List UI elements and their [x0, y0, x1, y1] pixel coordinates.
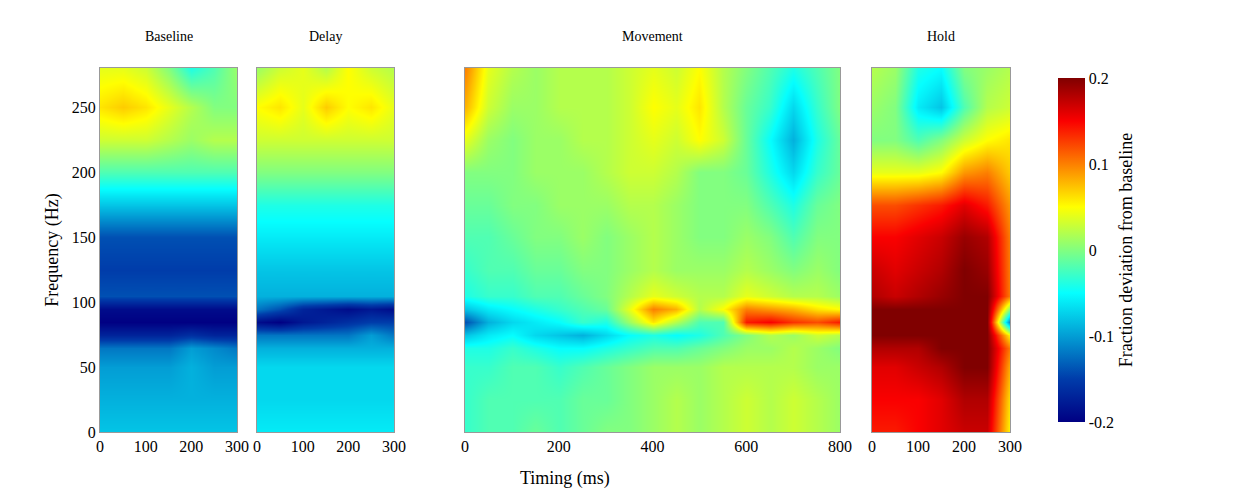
- svg-text:100: 100: [72, 294, 96, 311]
- svg-text:0: 0: [461, 438, 469, 455]
- svg-text:50: 50: [80, 359, 96, 376]
- svg-text:Baseline: Baseline: [145, 29, 193, 44]
- svg-text:800: 800: [828, 438, 852, 455]
- svg-text:200: 200: [72, 164, 96, 181]
- svg-text:200: 200: [179, 438, 203, 455]
- svg-text:Frequency (Hz): Frequency (Hz): [42, 193, 63, 306]
- svg-text:0.1: 0.1: [1089, 156, 1109, 173]
- svg-text:200: 200: [336, 438, 360, 455]
- svg-text:0: 0: [88, 424, 96, 441]
- svg-text:100: 100: [906, 438, 930, 455]
- svg-text:Movement: Movement: [622, 29, 683, 44]
- svg-text:-0.1: -0.1: [1089, 328, 1114, 345]
- svg-text:0: 0: [868, 438, 876, 455]
- svg-text:400: 400: [641, 438, 665, 455]
- svg-text:-0.2: -0.2: [1089, 414, 1114, 431]
- svg-text:Fraction deviation from baseli: Fraction deviation from baseline: [1116, 133, 1136, 367]
- svg-text:300: 300: [382, 438, 406, 455]
- svg-text:250: 250: [72, 99, 96, 116]
- svg-text:0.2: 0.2: [1089, 70, 1109, 87]
- svg-text:300: 300: [998, 438, 1022, 455]
- svg-text:Hold: Hold: [927, 29, 955, 44]
- svg-text:100: 100: [134, 438, 158, 455]
- svg-text:100: 100: [291, 438, 315, 455]
- svg-text:0: 0: [253, 438, 261, 455]
- svg-text:200: 200: [952, 438, 976, 455]
- svg-text:300: 300: [225, 438, 249, 455]
- svg-text:0: 0: [96, 438, 104, 455]
- svg-text:Timing (ms): Timing (ms): [520, 468, 610, 489]
- svg-text:0: 0: [1089, 242, 1097, 259]
- svg-text:600: 600: [734, 438, 758, 455]
- svg-text:150: 150: [72, 229, 96, 246]
- svg-text:200: 200: [547, 438, 571, 455]
- svg-text:Delay: Delay: [309, 29, 342, 44]
